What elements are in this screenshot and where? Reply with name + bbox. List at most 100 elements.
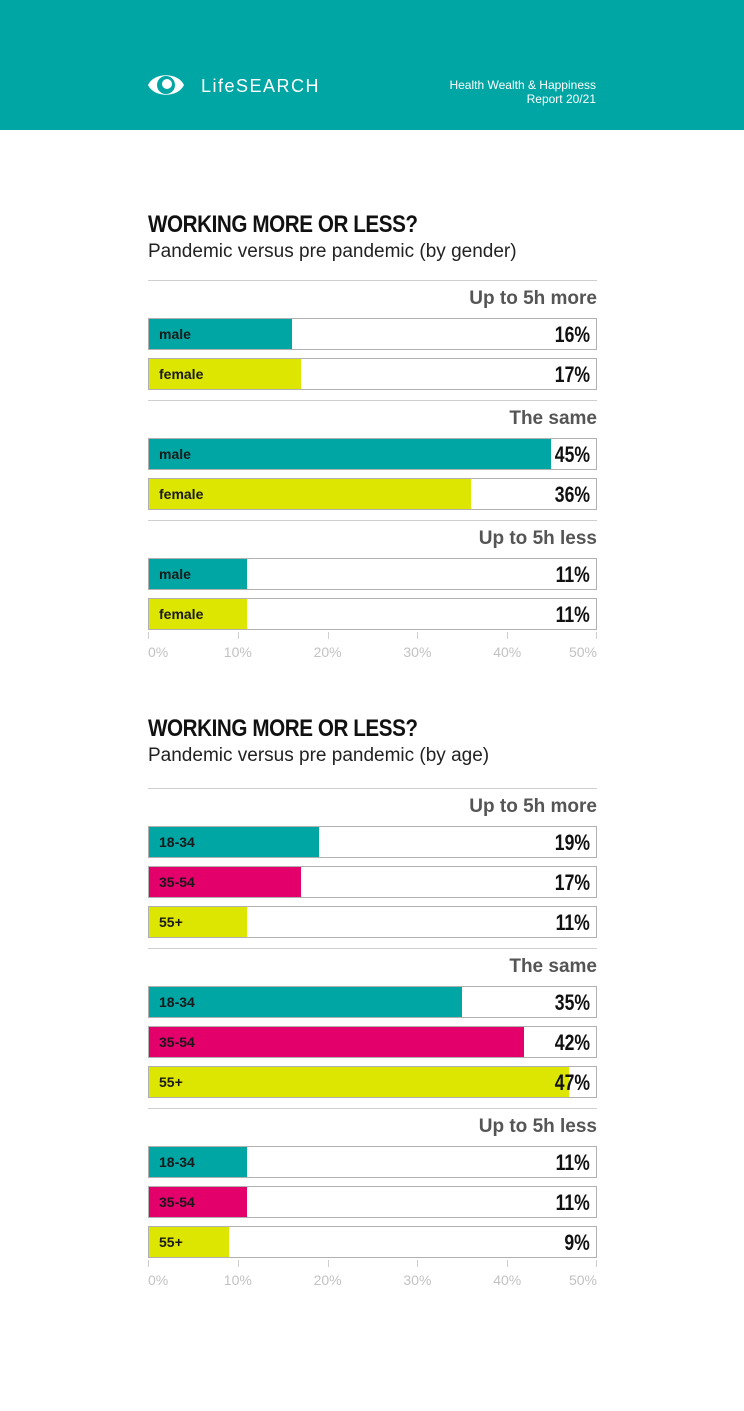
- x-axis-tick-label: 10%: [223, 1272, 252, 1288]
- x-axis-tick: [327, 1260, 329, 1267]
- bar-category-label: 18-34: [159, 1154, 195, 1170]
- bar-category-label: 35-54: [159, 1034, 195, 1050]
- bar-category-label: male: [159, 566, 191, 582]
- group-divider: [148, 788, 597, 789]
- group-divider: [148, 280, 597, 281]
- bar-value-label: 11%: [555, 910, 590, 935]
- bar-value-label: 11%: [555, 1150, 590, 1175]
- x-axis-tick-label: 0%: [148, 1272, 169, 1288]
- bar-value-label: 17%: [554, 362, 590, 387]
- x-axis-tick-label: 30%: [403, 1272, 432, 1288]
- bar-value-label: 35%: [554, 990, 590, 1015]
- chart-title: WORKING MORE OR LESS?: [148, 211, 418, 238]
- bar-value-label: 42%: [554, 1030, 590, 1055]
- group-label: Up to 5h less: [478, 1116, 597, 1137]
- group-label: Up to 5h more: [469, 288, 597, 309]
- x-axis-tick: [237, 1260, 239, 1267]
- bar-row: 35-54 42%: [148, 1026, 597, 1058]
- x-axis-tick-label: 30%: [403, 644, 432, 660]
- chart-subtitle: Pandemic versus pre pandemic (by age): [148, 745, 490, 766]
- chart-subtitle: Pandemic versus pre pandemic (by gender): [148, 241, 517, 262]
- bar: [149, 827, 319, 857]
- bar: [149, 479, 471, 509]
- bar-row: 18-34 35%: [148, 986, 597, 1018]
- bar-row: 55+ 9%: [148, 1226, 597, 1258]
- bar-category-label: 18-34: [159, 834, 195, 850]
- bar-category-label: 35-54: [159, 1194, 195, 1210]
- report-title: Health Wealth & Happiness Report 20/21: [449, 78, 596, 106]
- bar-row: 18-34 11%: [148, 1146, 597, 1178]
- group-label: The same: [509, 408, 597, 429]
- bar-row: male 11%: [148, 558, 597, 590]
- x-axis-tick-label: 40%: [493, 644, 522, 660]
- bar-category-label: female: [159, 366, 204, 382]
- report-line-1: Health Wealth & Happiness: [449, 78, 596, 92]
- bar-value-label: 17%: [554, 870, 590, 895]
- bar: [149, 599, 248, 629]
- bar: [149, 439, 552, 469]
- x-axis-tick: [417, 1260, 419, 1267]
- bar: [149, 1187, 248, 1217]
- bar-category-label: male: [159, 446, 191, 462]
- bar: [149, 1027, 525, 1057]
- group-label: Up to 5h more: [469, 796, 597, 817]
- page-header: LifeSEARCH Health Wealth & Happiness Rep…: [0, 0, 744, 130]
- bar-row: 35-54 17%: [148, 866, 597, 898]
- bar: [149, 1227, 230, 1257]
- x-axis-tick: [417, 632, 419, 639]
- bar-row: 35-54 11%: [148, 1186, 597, 1218]
- bar-value-label: 11%: [555, 562, 590, 587]
- chart-by-age: WORKING MORE OR LESS? Pandemic versus pr…: [148, 715, 597, 1295]
- bar-category-label: 35-54: [159, 874, 195, 890]
- x-axis-tick: [237, 632, 239, 639]
- bar-category-label: female: [159, 486, 204, 502]
- group-divider: [148, 948, 597, 949]
- bar-value-label: 45%: [554, 442, 590, 467]
- bar: [149, 987, 462, 1017]
- x-axis-tick: [148, 632, 149, 639]
- bar-row: 55+ 47%: [148, 1066, 597, 1098]
- bar-value-label: 16%: [554, 322, 590, 347]
- x-axis-tick: [596, 632, 597, 639]
- bar: [149, 359, 301, 389]
- bar-value-label: 9%: [564, 1230, 590, 1255]
- chart-title: WORKING MORE OR LESS?: [148, 715, 418, 742]
- x-axis-tick-label: 20%: [313, 1272, 342, 1288]
- x-axis-tick: [148, 1260, 149, 1267]
- bar: [149, 319, 293, 349]
- bar: [149, 1147, 248, 1177]
- x-axis-tick-label: 40%: [493, 1272, 522, 1288]
- group-divider: [148, 1108, 597, 1109]
- group-divider: [148, 520, 597, 521]
- x-axis-tick: [507, 632, 509, 639]
- bar-category-label: male: [159, 326, 191, 342]
- bar: [149, 1067, 570, 1097]
- bar-row: female 11%: [148, 598, 597, 630]
- x-axis-tick: [507, 1260, 509, 1267]
- bar-row: female 36%: [148, 478, 597, 510]
- bar-category-label: 55+: [159, 914, 183, 930]
- report-line-2: Report 20/21: [526, 92, 596, 106]
- x-axis-tick-label: 50%: [568, 644, 597, 660]
- brand-name: LifeSEARCH: [201, 76, 321, 96]
- bar-category-label: 55+: [159, 1074, 183, 1090]
- bar-row: female 17%: [148, 358, 597, 390]
- bar-category-label: 55+: [159, 1234, 183, 1250]
- chart-by-gender: WORKING MORE OR LESS? Pandemic versus pr…: [148, 211, 597, 671]
- bar-row: 55+ 11%: [148, 906, 597, 938]
- group-label: Up to 5h less: [478, 528, 597, 549]
- bar-value-label: 36%: [554, 482, 590, 507]
- x-axis-tick: [327, 632, 329, 639]
- bar-row: male 16%: [148, 318, 597, 350]
- bar: [149, 559, 248, 589]
- group-divider: [148, 400, 597, 401]
- x-axis-tick-label: 10%: [223, 644, 252, 660]
- x-axis-tick-label: 50%: [568, 1272, 597, 1288]
- eye-logo-icon: [148, 75, 184, 95]
- bar-row: 18-34 19%: [148, 826, 597, 858]
- bar-category-label: female: [159, 606, 204, 622]
- bar-value-label: 47%: [554, 1070, 590, 1095]
- x-axis-tick: [596, 1260, 597, 1267]
- bar-category-label: 18-34: [159, 994, 195, 1010]
- bar-row: male 45%: [148, 438, 597, 470]
